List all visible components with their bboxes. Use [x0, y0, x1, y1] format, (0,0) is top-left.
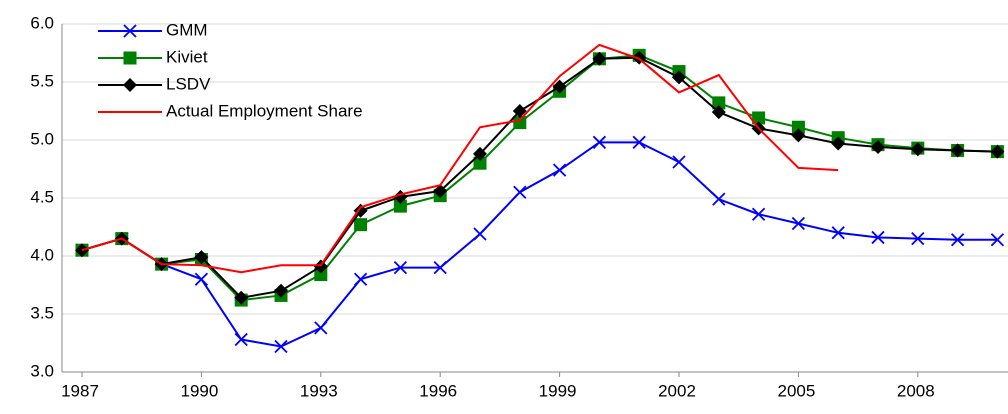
- y-tick-label: 3.0: [30, 361, 54, 380]
- y-tick-label: 4.5: [30, 187, 54, 206]
- marker: [123, 51, 137, 65]
- x-tick-label: 1993: [300, 381, 338, 400]
- x-tick-label: 1987: [61, 381, 99, 400]
- series-line: [81, 56, 998, 299]
- marker: [75, 243, 89, 258]
- marker: [592, 51, 607, 66]
- marker: [234, 332, 248, 347]
- marker: [393, 260, 408, 275]
- marker: [433, 184, 448, 199]
- marker: [234, 290, 249, 305]
- legend-label: Kiviet: [166, 47, 208, 66]
- marker: [513, 185, 527, 199]
- marker: [950, 233, 965, 247]
- marker: [512, 104, 527, 118]
- marker: [672, 70, 686, 85]
- marker: [910, 142, 925, 157]
- marker: [950, 143, 965, 158]
- marker: [791, 128, 806, 143]
- x-tick-label: 1996: [419, 381, 457, 400]
- marker: [194, 272, 209, 286]
- y-tick-label: 3.5: [30, 303, 54, 322]
- marker: [632, 135, 646, 149]
- marker: [393, 199, 407, 213]
- x-tick-label: 1990: [180, 381, 218, 400]
- marker: [791, 120, 805, 134]
- series-line: [81, 43, 839, 274]
- y-tick-label: 5.5: [30, 71, 54, 90]
- marker: [513, 116, 527, 130]
- marker: [911, 231, 925, 246]
- marker: [123, 78, 137, 92]
- marker: [313, 259, 328, 274]
- legend-label: GMM: [166, 20, 208, 39]
- legend-label: Actual Employment Share: [166, 101, 363, 120]
- marker: [831, 226, 845, 240]
- marker: [712, 96, 726, 110]
- marker: [711, 105, 726, 120]
- x-tick-label: 2008: [897, 381, 935, 400]
- marker: [473, 227, 487, 241]
- marker: [194, 250, 209, 265]
- marker: [712, 192, 726, 206]
- x-tick-label: 2002: [658, 381, 696, 400]
- marker: [552, 79, 567, 94]
- legend-label: LSDV: [166, 74, 211, 93]
- y-tick-label: 5.0: [30, 129, 54, 148]
- marker: [990, 144, 1005, 159]
- marker: [314, 268, 328, 282]
- marker: [672, 155, 686, 169]
- x-tick-label: 1999: [539, 381, 577, 400]
- marker: [473, 146, 487, 161]
- marker: [473, 156, 487, 170]
- marker: [353, 272, 368, 286]
- marker: [353, 203, 368, 218]
- x-tick-label: 2005: [777, 381, 815, 400]
- marker: [871, 139, 885, 154]
- marker: [990, 233, 1005, 247]
- marker: [552, 163, 567, 177]
- y-tick-label: 4.0: [30, 245, 54, 264]
- marker: [791, 216, 806, 231]
- marker: [274, 283, 288, 298]
- y-tick-label: 6.0: [30, 13, 54, 32]
- marker: [871, 230, 885, 245]
- marker: [831, 136, 846, 151]
- marker: [274, 339, 288, 354]
- marker: [751, 207, 766, 221]
- series-line: [81, 54, 998, 302]
- marker: [592, 135, 607, 149]
- marker: [314, 321, 328, 335]
- marker: [354, 218, 368, 232]
- marker: [752, 111, 766, 125]
- marker: [123, 24, 137, 38]
- marker: [433, 260, 447, 275]
- series-line: [81, 141, 998, 348]
